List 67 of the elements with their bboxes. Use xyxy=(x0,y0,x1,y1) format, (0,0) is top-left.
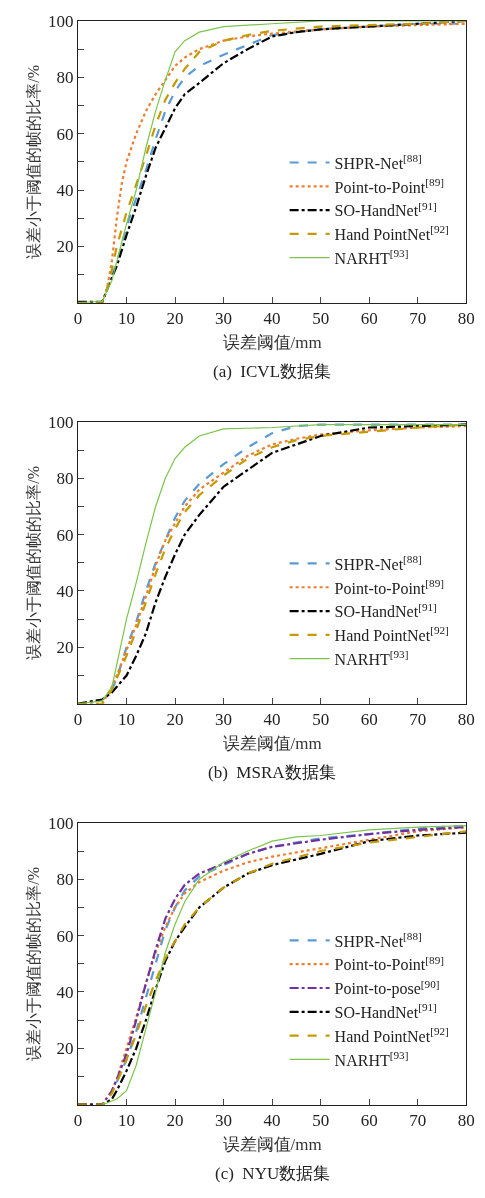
y-tick-label: 80 xyxy=(56,68,74,88)
legend-label: SO-HandNet$^{[91]}$ xyxy=(334,1001,437,1022)
text: (b) MSRA数据集 xyxy=(208,763,336,782)
x-tick-label: 0 xyxy=(73,309,83,329)
x-tick-label: 50 xyxy=(312,710,330,730)
x-tick-label: 0 xyxy=(73,710,83,730)
y-tick-label: 40 xyxy=(56,982,74,1002)
y-tick-label: 40 xyxy=(56,581,74,601)
x-axis-title: 误差阈值/mm xyxy=(222,1134,322,1154)
x-tick-label: 50 xyxy=(312,1111,330,1131)
legend-label: SO-HandNet$^{[91]}$ xyxy=(334,600,437,621)
x-tick-label: 30 xyxy=(215,710,233,730)
x-tick-label: 0 xyxy=(73,1111,83,1131)
legend-label: Point-to-Point$^{[89]}$ xyxy=(334,576,444,597)
y-tick-label: 60 xyxy=(56,124,74,144)
x-tick-label: 80 xyxy=(457,710,475,730)
y-tick-label: 40 xyxy=(56,180,74,200)
x-tick-label: 60 xyxy=(360,309,378,329)
legend-label: SHPR-Net$^{[88]}$ xyxy=(334,152,422,172)
x-tick-label: 40 xyxy=(263,710,281,730)
legend-label: Hand PointNet$^{[92]}$ xyxy=(334,223,449,244)
legend-label: NARHT$^{[93]}$ xyxy=(334,247,409,267)
y-axis-title: 误差小于阈值的帧的比率/% xyxy=(24,64,42,259)
legend-label: SO-HandNet$^{[91]}$ xyxy=(334,199,437,220)
y-tick-label: 60 xyxy=(56,926,74,946)
y-tick-label: 20 xyxy=(56,237,74,257)
y-axis-title: 误差小于阈值的帧的比率/% xyxy=(24,465,42,660)
y-tick-label: 100 xyxy=(47,813,74,833)
x-tick-label: 10 xyxy=(118,710,135,730)
x-tick-label: 30 xyxy=(215,1111,233,1131)
legend-label: SHPR-Net$^{[88]}$ xyxy=(334,552,422,573)
x-tick-label: 80 xyxy=(457,1111,475,1131)
x-tick-label: 70 xyxy=(409,710,427,730)
legend-label: SHPR-Net$^{[88]}$ xyxy=(334,929,422,950)
legend-label: Hand PointNet$^{[92]}$ xyxy=(334,624,449,645)
y-tick-label: 20 xyxy=(56,638,74,658)
x-tick-label: 20 xyxy=(166,710,184,730)
text: (c) NYU数据集 xyxy=(215,1164,331,1183)
y-tick-label: 80 xyxy=(56,870,74,890)
y-tick-label: 20 xyxy=(56,1039,74,1059)
x-axis-title: 误差阈值/mm xyxy=(222,733,322,753)
x-tick-label: 40 xyxy=(263,309,281,329)
y-tick-label: 100 xyxy=(47,11,74,31)
x-tick-label: 70 xyxy=(409,1111,427,1131)
y-axis-title: 误差小于阈值的帧的比率/% xyxy=(24,866,42,1061)
text: (a) ICVL数据集 xyxy=(213,362,332,381)
legend-label: Hand PointNet$^{[92]}$ xyxy=(334,1025,449,1045)
x-tick-label: 20 xyxy=(166,309,184,329)
x-tick-label: 10 xyxy=(118,1111,135,1131)
legend-label: Point-to-pose$^{[90]}$ xyxy=(334,977,440,999)
x-tick-label: 50 xyxy=(312,309,330,329)
legend-label: Point-to-Point$^{[89]}$ xyxy=(334,953,444,974)
legend-label: NARHT$^{[93]}$ xyxy=(334,1048,409,1069)
x-tick-label: 20 xyxy=(166,1111,184,1131)
x-axis-title: 误差阈值/mm xyxy=(222,332,322,352)
y-tick-label: 100 xyxy=(47,412,74,432)
legend-label: Point-to-Point$^{[89]}$ xyxy=(334,175,444,196)
x-tick-label: 70 xyxy=(409,309,427,329)
x-tick-label: 60 xyxy=(360,1111,378,1131)
x-tick-label: 30 xyxy=(215,309,233,329)
legend-label: NARHT$^{[93]}$ xyxy=(334,648,409,668)
x-tick-label: 40 xyxy=(263,1111,281,1131)
x-tick-label: 60 xyxy=(360,710,378,730)
y-tick-label: 80 xyxy=(56,469,74,489)
y-tick-label: 60 xyxy=(56,525,74,545)
x-tick-label: 10 xyxy=(118,309,135,329)
x-tick-label: 80 xyxy=(457,309,475,329)
